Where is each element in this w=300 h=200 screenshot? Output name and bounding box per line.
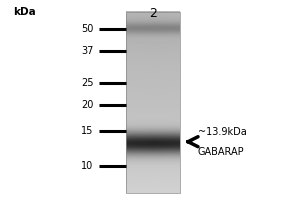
Text: 10: 10 [81, 161, 93, 171]
Text: 25: 25 [81, 78, 93, 88]
Text: 15: 15 [81, 126, 93, 136]
Text: kDa: kDa [13, 7, 36, 17]
Text: 2: 2 [149, 7, 157, 20]
Bar [126, 12, 180, 193]
Text: GABARAP: GABARAP [198, 147, 244, 157]
Text: 50: 50 [81, 23, 93, 33]
Text: ~13.9kDa: ~13.9kDa [198, 127, 247, 137]
Text: 20: 20 [81, 100, 93, 110]
Text: 37: 37 [81, 46, 93, 56]
